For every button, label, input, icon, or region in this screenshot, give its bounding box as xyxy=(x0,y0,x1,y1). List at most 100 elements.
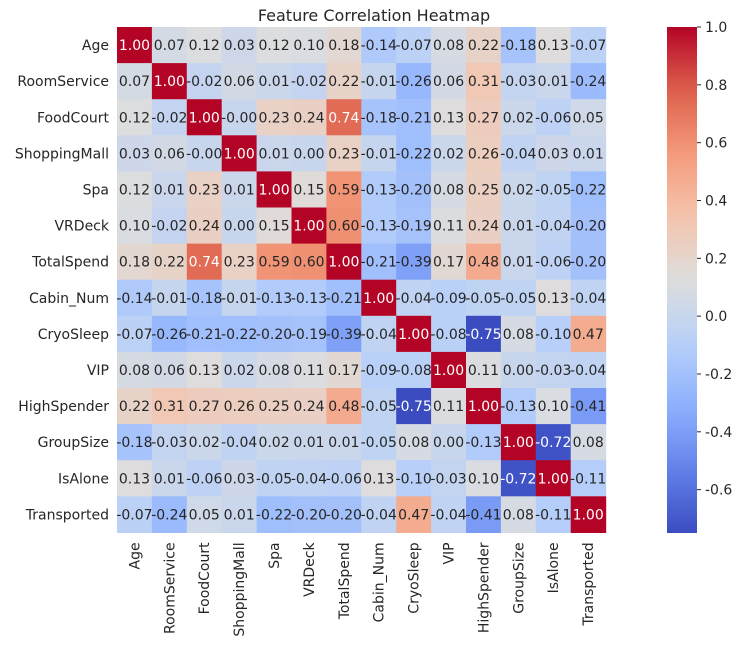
heatmap-cell-label: -0.20 xyxy=(396,182,432,198)
heatmap-cell xyxy=(256,243,293,281)
heatmap-cell xyxy=(151,424,188,461)
heatmap-cell xyxy=(221,207,258,245)
heatmap-cell-label: 0.01 xyxy=(224,182,255,198)
heatmap-cell xyxy=(221,388,258,425)
heatmap-cell-label: 0.01 xyxy=(328,435,359,451)
heatmap-cell xyxy=(186,460,223,497)
heatmap-cell-label: 1.00 xyxy=(293,219,324,235)
y-axis-tick-label: CryoSleep xyxy=(38,327,109,343)
heatmap-cell xyxy=(396,207,432,245)
heatmap-cell-label: -0.01 xyxy=(151,291,187,307)
heatmap-cell-label: 0.08 xyxy=(119,363,150,379)
heatmap-cell xyxy=(431,351,467,389)
heatmap-cell xyxy=(256,27,293,64)
heatmap-cell-label: 0.13 xyxy=(119,471,150,487)
heatmap-cell xyxy=(396,171,432,209)
heatmap-cell xyxy=(256,424,293,461)
heatmap-cell xyxy=(291,424,327,461)
heatmap-cell xyxy=(256,63,293,100)
colorbar-tick-label: 0.8 xyxy=(705,78,727,94)
heatmap-cell-label: 0.07 xyxy=(154,38,185,54)
heatmap-cell-label: 0.06 xyxy=(154,363,185,379)
heatmap-cell-label: -0.75 xyxy=(396,399,432,415)
heatmap-cell xyxy=(291,388,327,425)
heatmap-cell xyxy=(396,351,432,389)
heatmap-cell-label: 0.12 xyxy=(119,110,150,126)
heatmap-cell-label: 0.11 xyxy=(293,363,324,379)
heatmap-cell-label: 0.08 xyxy=(573,435,604,451)
heatmap-cell xyxy=(535,207,572,245)
heatmap-cell-label: -0.13 xyxy=(361,182,397,198)
x-axis-tick-label: IsAlone xyxy=(546,542,562,593)
heatmap-cell-label: -0.05 xyxy=(361,399,397,415)
heatmap-cell-label: -0.13 xyxy=(465,435,501,451)
heatmap-cell xyxy=(361,460,397,497)
heatmap-cell-label: -0.13 xyxy=(500,399,536,415)
heatmap-cell-label: 1.00 xyxy=(258,182,289,198)
heatmap-cell-label: 0.74 xyxy=(189,255,220,271)
heatmap-cell-label: 0.60 xyxy=(293,255,324,271)
heatmap-cell xyxy=(326,243,362,281)
heatmap-cell xyxy=(570,279,607,317)
heatmap-cell-label: 0.02 xyxy=(258,435,289,451)
heatmap-cell-label: -0.18 xyxy=(500,38,536,54)
heatmap-cell xyxy=(256,279,293,317)
heatmap-cell-label: 0.17 xyxy=(328,363,359,379)
heatmap-cell-label: -0.00 xyxy=(221,110,257,126)
heatmap-cell xyxy=(221,351,258,389)
heatmap-cell xyxy=(500,135,537,172)
heatmap-cell-label: 0.08 xyxy=(503,507,534,523)
heatmap-cell-label: -0.10 xyxy=(535,327,571,343)
heatmap-cell-label: 0.01 xyxy=(154,471,185,487)
heatmap-cell-label: 1.00 xyxy=(398,327,429,343)
heatmap-cell-label: -0.01 xyxy=(361,146,397,162)
heatmap-cell xyxy=(117,243,153,281)
heatmap-cell-label: -0.06 xyxy=(535,255,571,271)
heatmap-cell xyxy=(326,315,362,353)
y-axis-tick-label: Transported xyxy=(25,507,109,523)
heatmap-cell-label: -0.06 xyxy=(186,471,222,487)
heatmap-cell-label: -0.01 xyxy=(221,291,257,307)
heatmap-cell xyxy=(256,460,293,497)
heatmap-cell-label: -0.04 xyxy=(570,363,606,379)
heatmap-cell xyxy=(117,460,153,497)
heatmap-cell-label: 0.08 xyxy=(433,38,464,54)
heatmap-cell xyxy=(326,207,362,245)
heatmap-cell-label: -0.21 xyxy=(186,327,222,343)
heatmap-cell-label: 0.02 xyxy=(503,182,534,198)
heatmap-cell xyxy=(535,460,572,497)
heatmap-cell-label: 0.10 xyxy=(293,38,324,54)
heatmap-cell xyxy=(291,27,327,64)
heatmap-cell-label: 0.08 xyxy=(398,435,429,451)
y-axis-tick-label: VRDeck xyxy=(54,219,109,235)
heatmap-cell-label: 0.13 xyxy=(433,110,464,126)
y-axis-tick-label: Cabin_Num xyxy=(29,291,109,307)
x-axis-tick-label: TotalSpend xyxy=(337,542,353,620)
heatmap-cell xyxy=(186,27,223,64)
x-axis-tick-label: VRDeck xyxy=(302,542,318,597)
heatmap-cell-label: 0.17 xyxy=(433,255,464,271)
heatmap-cell-label: 1.00 xyxy=(538,471,569,487)
heatmap-cell xyxy=(570,243,607,281)
heatmap-cell xyxy=(256,207,293,245)
heatmap-cell xyxy=(361,315,397,353)
heatmap-cell xyxy=(117,424,153,461)
heatmap-cell-label: 0.08 xyxy=(433,182,464,198)
heatmap-cell-label: -0.39 xyxy=(396,255,432,271)
heatmap-cell-label: -0.03 xyxy=(151,435,187,451)
heatmap-cell xyxy=(431,424,467,461)
heatmap-cell xyxy=(221,171,258,209)
heatmap-cell-label: -0.08 xyxy=(396,363,432,379)
heatmap-cell-label: -0.09 xyxy=(361,363,397,379)
heatmap-cell-label: 0.22 xyxy=(468,38,499,54)
heatmap-cell xyxy=(570,63,607,100)
heatmap-cell xyxy=(291,63,327,100)
heatmap-cell xyxy=(186,315,223,353)
heatmap-cell xyxy=(396,460,432,497)
heatmap-cell xyxy=(431,171,467,209)
heatmap-cell xyxy=(570,99,607,136)
heatmap-cell-label: 1.00 xyxy=(119,38,150,54)
heatmap-cell-label: 0.11 xyxy=(433,219,464,235)
heatmap-cell-label: 0.13 xyxy=(363,471,394,487)
heatmap-cell-label: 0.15 xyxy=(258,219,289,235)
